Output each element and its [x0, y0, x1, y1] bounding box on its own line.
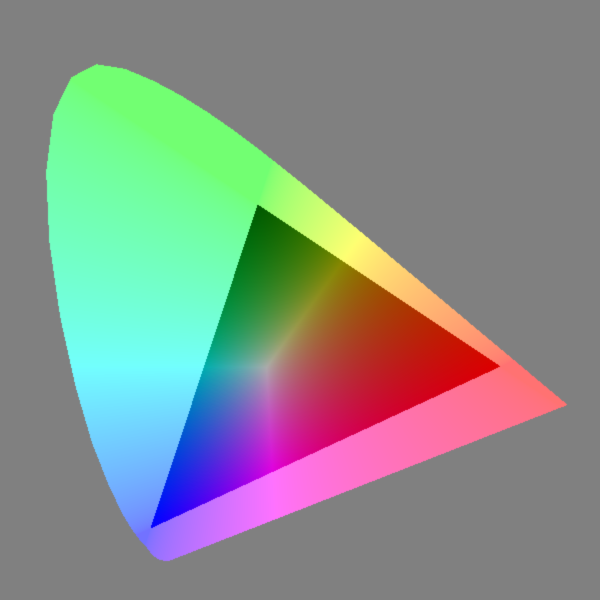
- cie-chromaticity-diagram-with-srgb-gamut: [0, 0, 600, 600]
